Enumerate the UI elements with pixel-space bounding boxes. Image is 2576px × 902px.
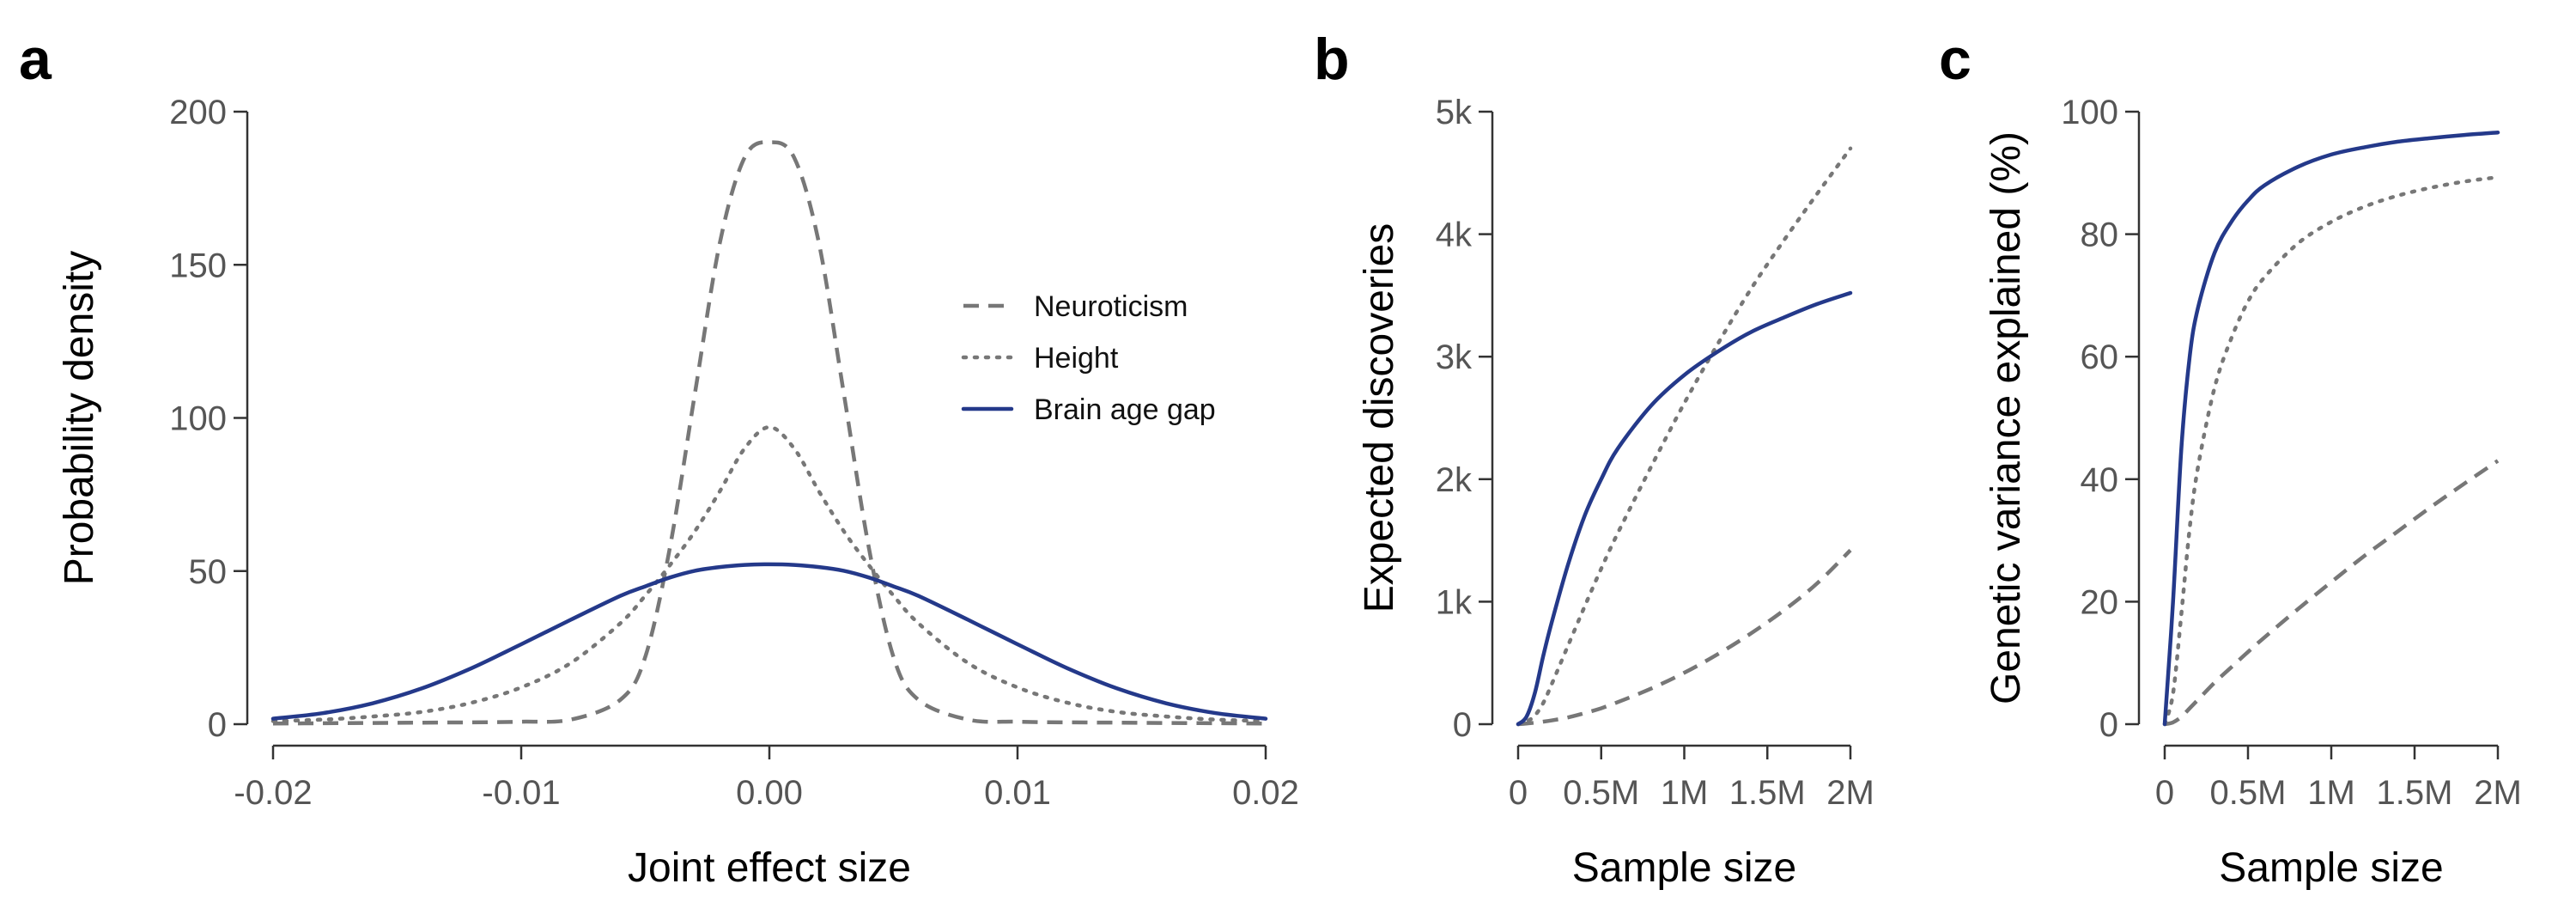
y-tick-label: 20: [2081, 583, 2119, 621]
x-tick-label: 1M: [2307, 774, 2355, 812]
y-tick-label: 3k: [1436, 338, 1473, 376]
x-tick-label: 1M: [1661, 774, 1709, 812]
x-axis-title: Joint effect size: [628, 845, 911, 891]
x-tick-label: 0.5M: [2210, 774, 2287, 812]
y-tick-label: 100: [169, 400, 227, 438]
y-tick-label: 200: [169, 94, 227, 131]
x-tick-label: -0.01: [482, 774, 560, 812]
y-tick-label: 80: [2081, 216, 2119, 254]
y-tick-label: 4k: [1436, 216, 1473, 254]
y-tick-label: 2k: [1436, 461, 1473, 499]
x-tick-label: 0.5M: [1563, 774, 1639, 812]
y-tick-label: 0: [1453, 706, 1472, 744]
legend-label: Brain age gap: [1034, 393, 1216, 426]
y-tick-label: 0: [208, 706, 227, 744]
x-tick-label: -0.02: [234, 774, 312, 812]
y-tick-label: 0: [2099, 706, 2118, 744]
series-line-height: [2162, 175, 2500, 727]
legend-label: Height: [1034, 342, 1119, 375]
x-tick-label: 2M: [1826, 774, 1874, 812]
y-tick-label: 50: [189, 553, 228, 591]
series-line-brain-age-gap: [1516, 290, 1853, 727]
series-line-height: [270, 424, 1268, 723]
y-tick-label: 5k: [1436, 94, 1473, 131]
series-line-neuroticism: [2164, 459, 2500, 727]
series-line-neuroticism: [272, 140, 1267, 726]
x-axis-title: Sample size: [1572, 845, 1796, 891]
x-tick-label: 2M: [2474, 774, 2522, 812]
y-tick-label: 150: [169, 247, 227, 284]
y-axis-title: Expected discoveries: [1357, 223, 1402, 613]
y-tick-label: 60: [2081, 338, 2119, 376]
panel-letter-c: c: [1939, 27, 1971, 92]
series-line-brain-age-gap: [2162, 130, 2500, 727]
panel-c-variance-plot: 0 20 40 60 80 100 0 0.5M 1M 1.5M 2M Sample size Gene…: [1984, 94, 2522, 891]
series-line-height: [1516, 146, 1853, 727]
panel-b-discoveries-plot: 0 1k 2k 3k 4k 5k 0 0.5M 1M 1.5M 2M Sample size Expec…: [1357, 94, 1874, 891]
y-tick-label: 100: [2061, 94, 2118, 131]
x-tick-label: 0.02: [1232, 774, 1299, 812]
panel-a-density-plot: 0 50 100 150 200 -0.02 -0.01 0.00 0.01 0.02 Joint …: [57, 94, 1299, 891]
x-tick-label: 0: [2155, 774, 2174, 812]
y-axis-title: Probability density: [57, 251, 102, 586]
x-tick-label: 1.5M: [2377, 774, 2453, 812]
y-axis-title: Genetic variance explained (%): [1984, 131, 2029, 704]
y-tick-label: 1k: [1436, 583, 1473, 621]
x-tick-label: 1.5M: [1729, 774, 1806, 812]
x-tick-label: 0.00: [736, 774, 803, 812]
x-tick-label: 0: [1509, 774, 1528, 812]
legend: Neuroticism Height Brain age gap: [961, 290, 1216, 426]
y-tick-label: 40: [2081, 461, 2119, 499]
panel-letter-a: a: [19, 27, 52, 92]
panel-letter-b: b: [1314, 27, 1350, 92]
series-line-neuroticism: [1517, 548, 1852, 727]
legend-label: Neuroticism: [1034, 290, 1188, 323]
series-line-brain-age-gap: [270, 562, 1268, 721]
x-axis-title: Sample size: [2219, 845, 2443, 891]
x-tick-label: 0.01: [984, 774, 1051, 812]
